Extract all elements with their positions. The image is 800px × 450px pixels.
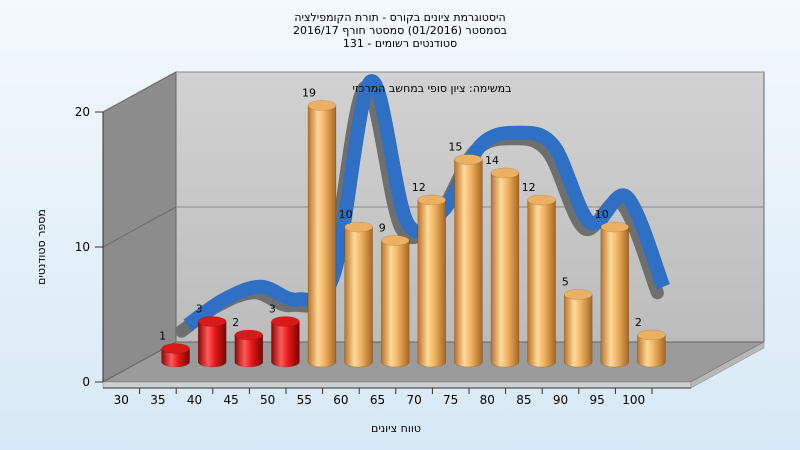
chart-title-line-3: 131 - סטודנטים רשומים bbox=[343, 37, 457, 50]
bar bbox=[454, 154, 483, 368]
bar-value-label: 9 bbox=[379, 222, 386, 235]
x-axis-label: טווח ציונים bbox=[371, 422, 421, 435]
bar-value-label: 12 bbox=[522, 181, 536, 194]
trend-ribbon-line bbox=[183, 74, 670, 331]
x-tick-label: 75 bbox=[443, 393, 458, 407]
bar bbox=[600, 221, 630, 368]
x-tick-label: 40 bbox=[187, 393, 202, 407]
bar-value-label: 2 bbox=[232, 316, 239, 329]
bar bbox=[380, 235, 410, 368]
bar bbox=[637, 329, 666, 368]
bar-value-label: 14 bbox=[485, 154, 499, 167]
trend-ribbon-shadow bbox=[175, 80, 664, 338]
bar bbox=[161, 343, 190, 368]
bar bbox=[417, 194, 447, 368]
chart-subtitle: במשימה: ציון סופי במחשב המרכזי bbox=[352, 82, 511, 95]
bar-value-label: 10 bbox=[339, 208, 353, 221]
x-tick-label: 85 bbox=[516, 393, 531, 407]
x-tick-label: 70 bbox=[406, 393, 421, 407]
x-tick-label: 60 bbox=[333, 393, 348, 407]
bar-value-label: 19 bbox=[302, 87, 316, 100]
bar bbox=[234, 329, 264, 368]
bar-value-label: 3 bbox=[196, 303, 203, 316]
bar bbox=[344, 221, 373, 368]
bar bbox=[563, 289, 593, 368]
y-tick-label: 0 bbox=[82, 375, 90, 389]
floor-front-edge bbox=[102, 381, 692, 389]
x-tick-label: 90 bbox=[553, 393, 568, 407]
x-tick-label: 50 bbox=[260, 393, 275, 407]
chart-titles: היסטוגרמת ציונים בקורס - תורת הקומפילציה… bbox=[293, 11, 507, 50]
bar-value-label: 10 bbox=[595, 208, 609, 221]
x-tick-label: 30 bbox=[114, 393, 129, 407]
bars: 1 3 2 3 19 10 9 12 15 14 12 5 10 2 bbox=[159, 87, 666, 368]
bar bbox=[490, 167, 520, 368]
y-axis-label: מספר סטודנטים bbox=[35, 209, 48, 285]
y-tick-label: 10 bbox=[75, 240, 90, 254]
chart-title-line-2: בסמסטר (01/2016) סמסטר חורף 2016/17 bbox=[293, 24, 507, 37]
trend-ribbon bbox=[175, 74, 670, 338]
x-tick-label: 45 bbox=[223, 393, 238, 407]
gridline bbox=[102, 71, 764, 113]
y-tick-label: 20 bbox=[75, 105, 90, 119]
x-tick-label: 35 bbox=[150, 393, 165, 407]
bar-value-label: 1 bbox=[159, 330, 166, 343]
bar bbox=[271, 316, 300, 368]
bar-value-label: 5 bbox=[562, 276, 569, 289]
x-tick-label: 95 bbox=[589, 393, 604, 407]
bar bbox=[197, 316, 227, 368]
x-tick-label: 100 bbox=[622, 393, 645, 407]
chart-title-line-1: היסטוגרמת ציונים בקורס - תורת הקומפילציה bbox=[294, 11, 505, 24]
x-tick-label: 55 bbox=[297, 393, 312, 407]
x-tick-label: 80 bbox=[480, 393, 495, 407]
bar-value-label: 15 bbox=[448, 141, 462, 154]
bar bbox=[307, 100, 337, 368]
bar-value-label: 3 bbox=[269, 303, 276, 316]
x-tick-label: 65 bbox=[370, 393, 385, 407]
floor-right-edge bbox=[690, 341, 765, 389]
bar bbox=[527, 194, 556, 368]
bar-value-label: 2 bbox=[635, 316, 642, 329]
bar-value-label: 12 bbox=[412, 181, 426, 194]
